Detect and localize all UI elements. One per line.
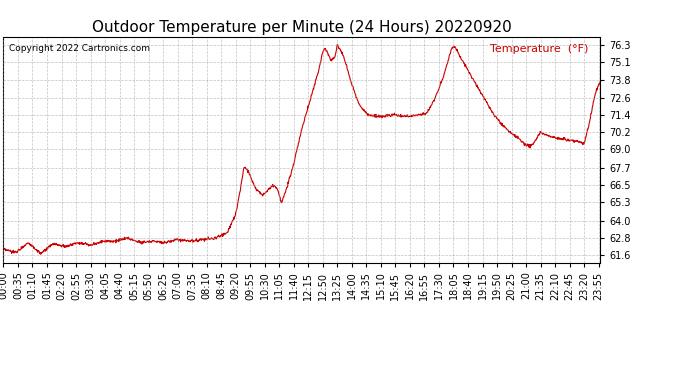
Title: Outdoor Temperature per Minute (24 Hours) 20220920: Outdoor Temperature per Minute (24 Hours… <box>92 20 512 35</box>
Text: Temperature  (°F): Temperature (°F) <box>490 44 589 54</box>
Text: Copyright 2022 Cartronics.com: Copyright 2022 Cartronics.com <box>10 44 150 53</box>
